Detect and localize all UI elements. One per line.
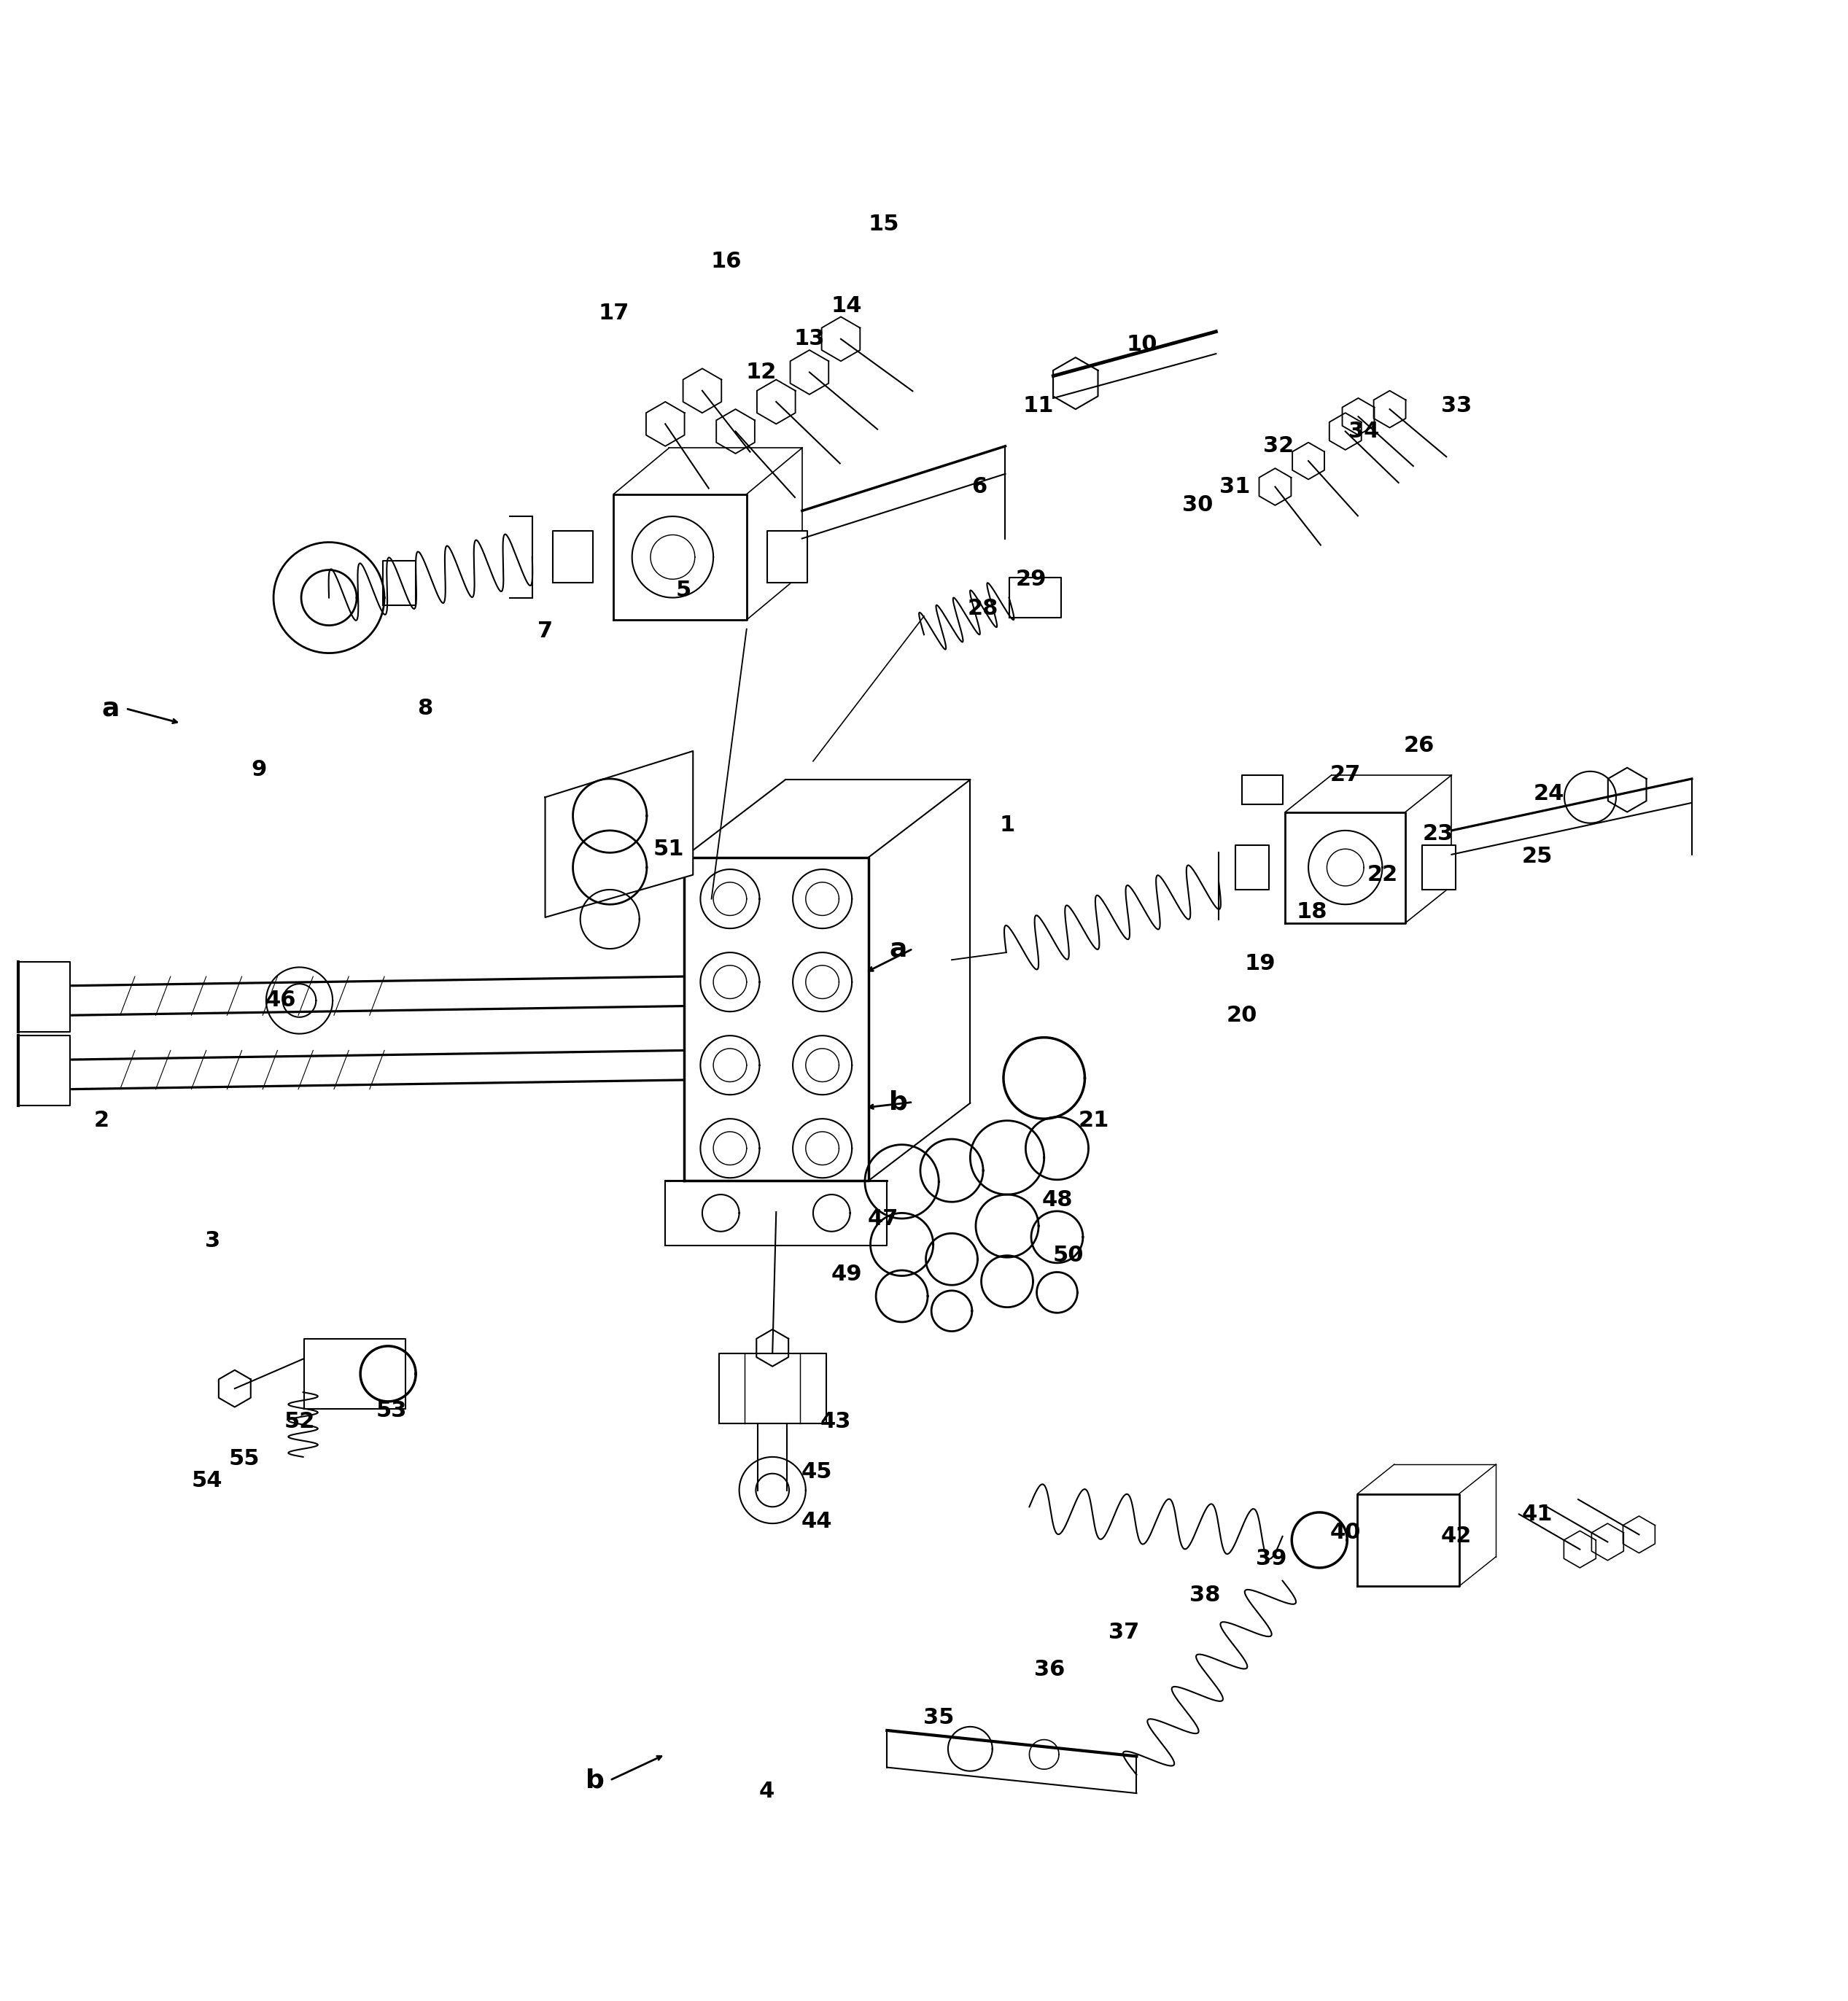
Text: b: b — [586, 1769, 604, 1793]
Polygon shape — [1242, 774, 1283, 804]
Text: 35: 35 — [924, 1707, 954, 1729]
Text: 41: 41 — [1523, 1503, 1552, 1525]
Text: 44: 44 — [802, 1511, 832, 1533]
Text: 45: 45 — [802, 1461, 832, 1483]
Polygon shape — [1423, 844, 1456, 890]
Text: a: a — [102, 696, 120, 720]
Text: 19: 19 — [1246, 952, 1275, 974]
Text: 31: 31 — [1220, 476, 1249, 498]
Text: 15: 15 — [869, 214, 898, 234]
Polygon shape — [1234, 844, 1268, 890]
Text: a: a — [889, 936, 907, 960]
Text: 50: 50 — [1053, 1245, 1083, 1267]
Text: 6: 6 — [972, 476, 987, 498]
Text: 14: 14 — [832, 294, 861, 316]
Text: 2: 2 — [94, 1111, 109, 1131]
Text: 42: 42 — [1441, 1527, 1471, 1547]
Polygon shape — [1009, 578, 1061, 618]
Text: 30: 30 — [1183, 494, 1212, 516]
Text: 55: 55 — [229, 1449, 259, 1469]
Text: 26: 26 — [1404, 734, 1434, 756]
Text: 3: 3 — [205, 1231, 220, 1251]
Text: 13: 13 — [795, 328, 824, 350]
Text: 22: 22 — [1368, 864, 1397, 884]
Text: 1: 1 — [1000, 814, 1015, 836]
Text: 11: 11 — [1024, 394, 1053, 416]
Text: 49: 49 — [832, 1263, 861, 1285]
Text: 37: 37 — [1109, 1623, 1138, 1643]
Text: 18: 18 — [1297, 900, 1327, 922]
Text: 5: 5 — [676, 580, 691, 600]
Text: 53: 53 — [377, 1401, 407, 1421]
Text: 33: 33 — [1441, 394, 1471, 416]
Text: 9: 9 — [251, 758, 266, 780]
Text: 8: 8 — [418, 698, 432, 718]
Text: 32: 32 — [1264, 436, 1294, 456]
Polygon shape — [767, 530, 808, 582]
Text: 43: 43 — [821, 1411, 850, 1433]
Text: 21: 21 — [1079, 1111, 1109, 1131]
Polygon shape — [553, 530, 593, 582]
Text: 16: 16 — [711, 250, 741, 272]
Text: 4: 4 — [760, 1781, 774, 1803]
Text: 12: 12 — [747, 362, 776, 382]
Text: 34: 34 — [1349, 420, 1379, 442]
Text: 23: 23 — [1423, 824, 1453, 844]
Text: 48: 48 — [1042, 1189, 1072, 1211]
Text: 52: 52 — [285, 1411, 314, 1433]
Text: 38: 38 — [1190, 1585, 1220, 1607]
Polygon shape — [684, 856, 869, 1181]
Polygon shape — [614, 494, 747, 620]
Text: 54: 54 — [192, 1471, 222, 1491]
Polygon shape — [719, 1353, 826, 1423]
Polygon shape — [303, 1339, 405, 1409]
Text: 36: 36 — [1035, 1659, 1064, 1681]
Text: 40: 40 — [1331, 1523, 1360, 1543]
Text: b: b — [889, 1091, 907, 1115]
Polygon shape — [18, 962, 70, 1033]
Text: 28: 28 — [968, 598, 998, 620]
Text: 24: 24 — [1534, 782, 1563, 804]
Text: 46: 46 — [266, 990, 296, 1011]
Text: 7: 7 — [538, 620, 553, 642]
Text: 10: 10 — [1127, 334, 1157, 354]
Polygon shape — [1356, 1495, 1460, 1587]
Text: 27: 27 — [1331, 764, 1360, 786]
Polygon shape — [18, 1037, 70, 1107]
Polygon shape — [545, 750, 693, 916]
Text: 25: 25 — [1523, 846, 1552, 866]
Text: 17: 17 — [599, 302, 628, 324]
Text: 51: 51 — [654, 838, 684, 860]
Text: 20: 20 — [1227, 1005, 1257, 1027]
Text: 39: 39 — [1257, 1549, 1286, 1569]
Polygon shape — [1286, 812, 1404, 922]
Text: 47: 47 — [869, 1209, 898, 1229]
Text: 29: 29 — [1016, 568, 1046, 590]
